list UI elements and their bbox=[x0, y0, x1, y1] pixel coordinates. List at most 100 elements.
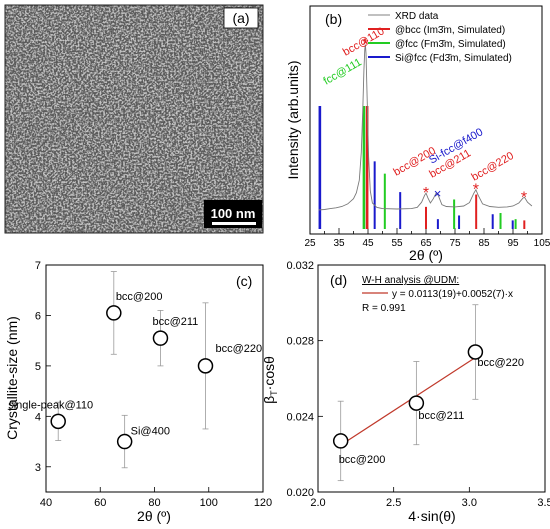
wh-point-label-bcc200: bcc@200 bbox=[339, 454, 386, 466]
crystallite-point-si-400 bbox=[116, 433, 133, 450]
crystallite-x-axis-label: 2θ (º) bbox=[137, 508, 171, 524]
crystallite-point-single-peak-110 bbox=[50, 413, 66, 430]
wh-x-tick-label: 3.5 bbox=[537, 497, 550, 509]
wh-point-bcc-211 bbox=[408, 395, 425, 411]
crystallite-point-bcc-211 bbox=[152, 330, 169, 346]
wh-point-label-bcc211: bcc@211 bbox=[418, 410, 464, 422]
panel-c-label: (c) bbox=[236, 273, 252, 289]
point-label-si400: Si@400 bbox=[131, 426, 170, 438]
wh-point-label-bcc220: bcc@220 bbox=[477, 357, 524, 369]
wh-point-bcc-200 bbox=[332, 433, 349, 449]
wh-y-tick-label: 0.024 bbox=[286, 411, 314, 423]
peak-marker-si-fcc-f400: × bbox=[434, 186, 442, 201]
xrd-x-tick-label: 55 bbox=[391, 238, 403, 249]
wh-point-bcc-220 bbox=[467, 344, 484, 360]
point-label-bcc200: bcc@200 bbox=[116, 291, 163, 303]
simulated-peak-Si bbox=[318, 106, 322, 229]
wh-chart: 2.0 2.5 3.0 3.5 0.020 0.024 0.028 0.032 bcc@200… bbox=[261, 260, 550, 524]
point-label-single-peak-110: single-peak@110 bbox=[8, 399, 93, 411]
peak-marker-bcc-110: * bbox=[362, 37, 368, 54]
wh-plot-area bbox=[317, 264, 546, 493]
wh-fit-line bbox=[340, 357, 476, 446]
simulated-peak-bcc bbox=[365, 106, 369, 229]
crystallite-y-tick-label: 5 bbox=[35, 361, 41, 373]
panel-a-label-box bbox=[223, 7, 259, 29]
wh-y-tick-label: 0.032 bbox=[286, 260, 314, 272]
simulated-peak-Si bbox=[511, 220, 514, 229]
crystallite-x-tick-label: 80 bbox=[148, 497, 160, 509]
crystallite-x-tick-label: 60 bbox=[94, 497, 106, 509]
xrd-x-ticks: 25 35 45 55 65 75 85 95 105 bbox=[304, 228, 550, 249]
panel-b-label: (b) bbox=[325, 11, 342, 27]
simulated-peak-fcc bbox=[383, 173, 386, 229]
panel-d-label: (d) bbox=[330, 272, 347, 288]
xrd-x-tick-label: 35 bbox=[333, 238, 345, 249]
simulated-peak-bcc bbox=[425, 206, 427, 229]
xrd-x-axis-label: 2θ (º) bbox=[409, 247, 443, 263]
wh-x-tick-label: 3.0 bbox=[462, 497, 477, 509]
crystallite-y-axis-label: Crystallite-size (nm) bbox=[4, 316, 20, 440]
wh-y-tick-label: 0.020 bbox=[286, 487, 314, 499]
micrograph-panel: (a) 100 nm bbox=[4, 4, 264, 234]
xrd-data-line bbox=[318, 44, 533, 211]
crystallite-chart: 40 60 80 100 120 3 4 5 6 7 single-peak@110 bcc@20… bbox=[4, 260, 272, 524]
wh-x-axis-label: 4·sin(θ) bbox=[408, 508, 455, 524]
legend-label-bcc: @bcc (Im3̄m, Simulated) bbox=[395, 25, 505, 36]
peak-marker-bcc-220: * bbox=[521, 189, 527, 206]
legend-label-xrd: XRD data bbox=[395, 11, 439, 22]
crystallite-point-bcc-200 bbox=[106, 305, 122, 321]
crystallite-x-tick-label: 100 bbox=[200, 497, 218, 509]
simulated-peak-fcc bbox=[453, 199, 456, 229]
xrd-plot-area bbox=[309, 5, 543, 235]
wh-legend-title: W-H analysis @UDM: bbox=[362, 275, 459, 286]
micrograph-particles bbox=[5, 5, 263, 233]
crystallite-x-tick-label: 120 bbox=[254, 497, 272, 509]
crystallite-y-tick-label: 6 bbox=[35, 310, 41, 322]
wh-y-tick-label: 0.028 bbox=[286, 336, 314, 348]
simulated-peak-Si bbox=[373, 161, 376, 229]
crystallite-y-tick-label: 3 bbox=[35, 462, 41, 474]
micrograph-frame bbox=[4, 4, 264, 234]
wh-legend-fit: y = 0.0113(19)+0.0052(7)·x bbox=[392, 289, 513, 300]
simulated-peak-fcc bbox=[514, 219, 517, 229]
panel-a-label: (a) bbox=[232, 10, 249, 26]
wh-legend: W-H analysis @UDM: y = 0.0113(19)+0.0052… bbox=[362, 275, 513, 314]
simulated-peak-fcc bbox=[362, 106, 366, 229]
simulated-peak-bcc bbox=[475, 194, 478, 229]
xrd-chart: 25 35 45 55 65 75 85 95 105 ** × * * bcc@110 fcc@11… bbox=[285, 5, 550, 263]
xrd-x-tick-label: 75 bbox=[449, 238, 461, 249]
xrd-simulated-peaks bbox=[318, 106, 526, 229]
wh-x-tick-label: 2.5 bbox=[386, 497, 401, 509]
simulated-peak-bcc bbox=[523, 220, 526, 229]
xrd-x-tick-label: 95 bbox=[507, 238, 519, 249]
crystallite-y-tick-label: 7 bbox=[35, 260, 41, 272]
peak-marker-bcc-200: * bbox=[423, 185, 429, 202]
simulated-peak-Si bbox=[436, 219, 439, 229]
xrd-x-tick-label: 25 bbox=[304, 238, 316, 249]
peak-marker-bcc-211: * bbox=[473, 182, 479, 199]
crystallite-plot-area bbox=[45, 264, 264, 493]
xrd-y-axis-label: Intensity (arb.units) bbox=[285, 60, 301, 179]
simulated-peak-Si bbox=[458, 215, 461, 229]
simulated-peak-fcc bbox=[499, 213, 502, 229]
crystallite-points bbox=[50, 271, 214, 469]
wh-axes-ticks: 2.0 2.5 3.0 3.5 0.020 0.024 0.028 0.032 bbox=[286, 260, 550, 509]
point-label-bcc211: bcc@211 bbox=[152, 316, 198, 328]
xrd-legend: XRD data @bcc (Im3̄m, Simulated) @fcc (F… bbox=[368, 11, 512, 64]
xrd-x-tick-label: 45 bbox=[362, 238, 374, 249]
legend-label-si: Si@fcc (Fd3̄m, Simulated) bbox=[395, 53, 512, 64]
xrd-x-tick-label: 85 bbox=[478, 238, 490, 249]
xrd-x-tick-label: 105 bbox=[534, 238, 550, 249]
simulated-peak-Si bbox=[491, 214, 494, 229]
crystallite-y-tick-label: 4 bbox=[35, 411, 41, 423]
wh-y-axis-label: βT·cosθ bbox=[261, 356, 279, 404]
simulated-peak-Si bbox=[399, 192, 402, 229]
xrd-x-tick-label: 65 bbox=[420, 238, 432, 249]
scale-bar-label: 100 nm bbox=[211, 206, 256, 221]
legend-label-fcc: @fcc (Fm3̄m, Simulated) bbox=[395, 39, 506, 50]
crystallite-x-tick-label: 40 bbox=[40, 497, 52, 509]
wh-x-tick-label: 2.0 bbox=[310, 497, 325, 509]
wh-legend-r: R = 0.991 bbox=[362, 303, 406, 314]
xrd-peak-markers: * * × * * bbox=[362, 37, 527, 207]
